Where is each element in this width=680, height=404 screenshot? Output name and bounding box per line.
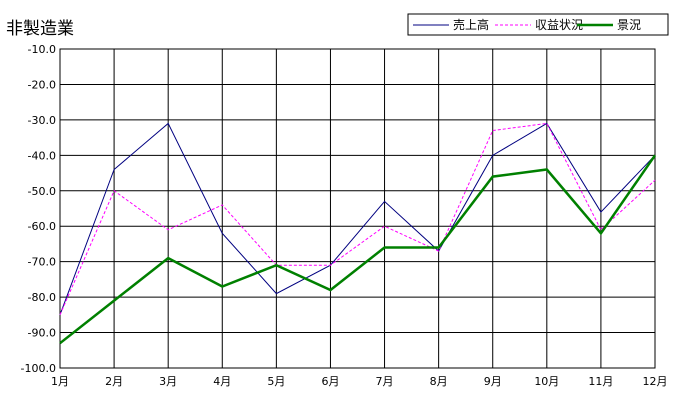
- y-tick-label: -80.0: [28, 291, 56, 304]
- chart-title: 非製造業: [6, 19, 74, 39]
- x-tick-label: 8月: [430, 375, 448, 388]
- y-axis-ticks: -10.0 -20.0 -30.0 -40.0 -50.0 -60.0 -70.0 -80.0…: [21, 43, 56, 375]
- legend-label: 収益状況: [535, 17, 583, 32]
- y-tick-label: -90.0: [28, 327, 56, 340]
- x-axis-ticks: 1月 2月 3月 4月 5月 6月 7月 8月 9月 10月 11月 12月: [51, 375, 668, 388]
- series-line-売上高: [59, 122, 656, 316]
- x-tick-label: 1月: [51, 375, 69, 388]
- x-tick-label: 2月: [105, 375, 123, 388]
- series-lines: [59, 122, 657, 345]
- x-tick-label: 4月: [213, 375, 231, 388]
- y-tick-label: -60.0: [28, 220, 56, 233]
- y-tick-label: -30.0: [28, 114, 56, 127]
- x-tick-label: 9月: [484, 375, 502, 388]
- legend-label: 売上高: [453, 17, 489, 32]
- x-tick-label: 11月: [588, 375, 613, 388]
- y-tick-label: -10.0: [28, 43, 56, 56]
- plot-area: [59, 48, 656, 369]
- x-tick-label: 3月: [159, 375, 177, 388]
- legend: 売上高 収益状況 景況: [407, 13, 669, 36]
- y-tick-label: -50.0: [28, 185, 56, 198]
- x-tick-label: 12月: [643, 375, 668, 388]
- y-tick-label: -100.0: [21, 362, 56, 375]
- x-tick-label: 5月: [267, 375, 285, 388]
- grid-lines: [59, 48, 656, 369]
- legend-box: [407, 13, 669, 36]
- x-tick-label: 6月: [321, 375, 339, 388]
- legend-label: 景況: [617, 17, 641, 32]
- series-line-景況: [59, 154, 657, 345]
- x-tick-label: 10月: [534, 375, 559, 388]
- x-tick-label: 7月: [376, 375, 394, 388]
- y-tick-label: -70.0: [28, 256, 56, 269]
- y-tick-label: -20.0: [28, 78, 56, 91]
- y-tick-label: -40.0: [28, 149, 56, 162]
- series-line-収益状況: [59, 122, 656, 316]
